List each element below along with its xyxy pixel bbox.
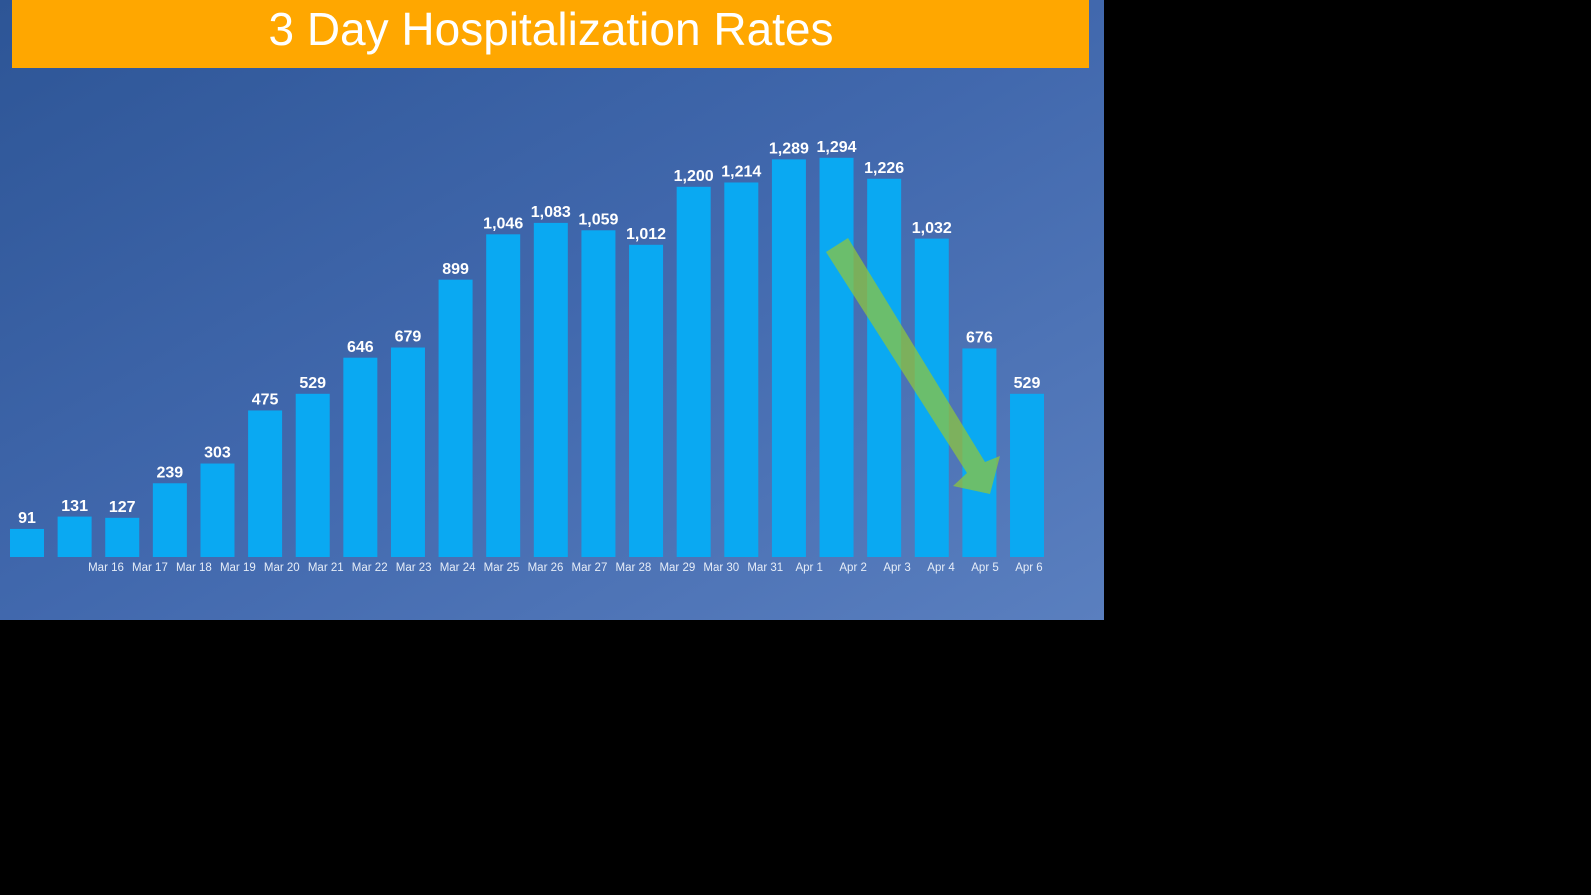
x-tick-label: Mar 23 <box>396 562 432 574</box>
bar <box>343 357 378 557</box>
bar <box>724 182 759 557</box>
x-tick-label: Apr 2 <box>839 562 867 574</box>
x-tick-label: Mar 27 <box>572 562 608 574</box>
bar <box>57 516 92 557</box>
x-tick-label: Apr 1 <box>795 562 823 574</box>
bar <box>248 410 283 557</box>
bar <box>533 222 568 557</box>
value-label: 1,012 <box>626 226 666 243</box>
x-tick-label: Mar 19 <box>220 562 256 574</box>
x-tick-label: Mar 22 <box>352 562 388 574</box>
value-label: 1,289 <box>769 141 809 158</box>
value-label: 239 <box>157 464 184 481</box>
x-tick-label: Apr 5 <box>971 562 999 574</box>
bar <box>105 517 140 557</box>
value-label: 1,046 <box>483 216 523 233</box>
value-label: 1,226 <box>864 160 904 177</box>
x-tick-label: Mar 25 <box>484 562 520 574</box>
bar <box>1010 393 1045 557</box>
bar <box>629 244 664 557</box>
bar <box>867 178 902 558</box>
bar <box>819 157 854 557</box>
bar <box>390 347 425 557</box>
value-label: 1,059 <box>578 212 618 229</box>
value-label: 1,214 <box>721 164 761 181</box>
value-label: 679 <box>395 329 422 346</box>
x-tick-label: Mar 31 <box>747 562 783 574</box>
value-label: 303 <box>204 445 231 462</box>
x-tick-label: Mar 26 <box>528 562 564 574</box>
value-label: 529 <box>1014 375 1041 392</box>
x-tick-label: Apr 4 <box>927 562 955 574</box>
trend-arrow <box>826 238 1000 494</box>
value-label: 475 <box>252 392 279 409</box>
bar <box>581 230 616 557</box>
x-tick-label: Mar 24 <box>440 562 476 574</box>
bar <box>200 463 235 557</box>
bar <box>676 186 711 558</box>
x-tick-label: Mar 30 <box>703 562 739 574</box>
x-tick-label: Mar 17 <box>132 562 168 574</box>
bar <box>295 393 330 557</box>
bar <box>152 483 187 557</box>
value-label: 1,294 <box>817 139 857 156</box>
bar <box>771 159 806 557</box>
value-label: 1,200 <box>674 168 714 185</box>
bar <box>10 528 44 557</box>
value-label: 131 <box>61 498 88 515</box>
x-tick-label: Mar 16 <box>88 562 124 574</box>
value-label: 899 <box>442 261 469 278</box>
x-tick-label: Mar 18 <box>176 562 212 574</box>
value-label: 529 <box>299 375 326 392</box>
bar <box>486 234 521 557</box>
x-tick-label: Apr 3 <box>883 562 911 574</box>
x-tick-label: Mar 28 <box>616 562 652 574</box>
value-label: 1,083 <box>531 204 571 221</box>
x-tick-label: Apr 6 <box>1015 562 1043 574</box>
value-label: 127 <box>109 499 136 516</box>
bar <box>438 279 473 557</box>
value-label: 91 <box>18 510 36 527</box>
x-tick-label: Mar 21 <box>308 562 344 574</box>
x-tick-label: Mar 20 <box>264 562 300 574</box>
chart-title: 3 Day Hospitalization Rates <box>268 3 833 55</box>
value-label: 646 <box>347 339 374 356</box>
value-label: 676 <box>966 330 993 347</box>
title-banner <box>12 0 1089 68</box>
value-label: 1,032 <box>912 220 952 237</box>
x-tick-label: Mar 29 <box>659 562 695 574</box>
